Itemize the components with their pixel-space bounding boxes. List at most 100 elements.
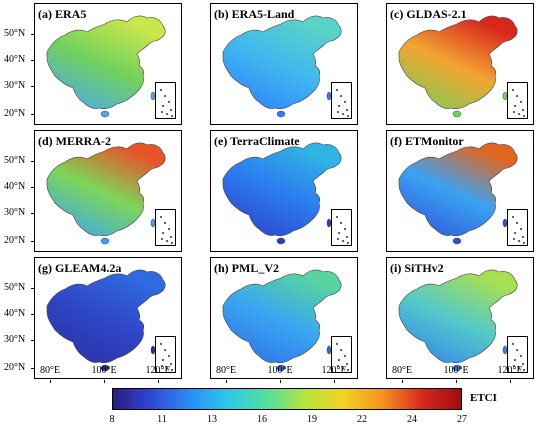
island-dot [168, 355, 170, 357]
south-china-sea-inset [507, 82, 528, 119]
hainan-island [452, 364, 462, 372]
island-dot [512, 216, 514, 218]
latitude-tick [31, 340, 34, 341]
colorbar [112, 388, 462, 410]
latitude-tick [31, 288, 34, 289]
panel-title: (g) GLEAM4.2a [38, 261, 122, 275]
map-frame: (d) MERRA-2 [34, 130, 182, 252]
island-dot [338, 232, 340, 234]
island-dot [518, 240, 520, 242]
island-dot [162, 232, 164, 234]
colorbar-tick-label: 27 [457, 414, 467, 425]
colorbar-tick-label: 13 [207, 414, 217, 425]
longitude-tick [280, 380, 281, 383]
longitude-tick [456, 380, 457, 383]
island-dot [513, 238, 515, 240]
latitude-label: 40°N [4, 54, 26, 65]
island-dot [523, 242, 525, 244]
panel-title: (b) ERA5-Land [214, 7, 295, 21]
latitude-label: 40°N [4, 181, 26, 192]
longitude-label: 120°E [497, 365, 523, 376]
island-dot [346, 236, 348, 238]
south-china-sea-inset [331, 336, 352, 373]
island-dot [162, 359, 164, 361]
map-panel: (g) GLEAM4.2a [4, 257, 182, 379]
map-panel: (c) GLDAS-2.1 [356, 3, 534, 125]
panel-title: (c) GLDAS-2.1 [390, 7, 467, 21]
map-frame: (i) SiTHv2 [386, 257, 534, 379]
hainan-island [452, 237, 462, 245]
panel-title: (a) ERA5 [38, 7, 87, 21]
island-dot [344, 355, 346, 357]
latitude-label: 50°N [4, 282, 26, 293]
longitude-tick [158, 380, 159, 383]
panel-title: (d) MERRA-2 [38, 134, 111, 148]
latitude-label: 30°N [4, 207, 26, 218]
china-map [46, 142, 166, 245]
island-dot [522, 236, 524, 238]
panel-title: (h) PML_V2 [214, 261, 279, 275]
island-dot [161, 238, 163, 240]
island-dot [171, 242, 173, 244]
island-dot [346, 109, 348, 111]
island-dot [344, 228, 346, 230]
island-dot [347, 115, 349, 117]
china-map [222, 15, 342, 118]
panel-title: (f) ETMonitor [390, 134, 464, 148]
hainan-island [276, 364, 286, 372]
island-dot [166, 113, 168, 115]
island-dot [171, 369, 173, 371]
china-region [398, 269, 518, 364]
longitude-tick [226, 380, 227, 383]
latitude-label: 40°N [4, 308, 26, 319]
island-dot [338, 105, 340, 107]
map-panel: (h) PML_V2 [180, 257, 358, 379]
hainan-island [452, 110, 462, 118]
map-panel: (f) ETMonitor [356, 130, 534, 252]
island-dot [160, 343, 162, 345]
island-dot [522, 109, 524, 111]
longitude-label: 120°E [321, 365, 347, 376]
map-frame: (f) ETMonitor [386, 130, 534, 252]
china-region [46, 15, 166, 110]
south-china-sea-inset [331, 209, 352, 246]
longitude-tick [402, 380, 403, 383]
island-dot [523, 369, 525, 371]
island-dot [164, 222, 166, 224]
china-map [222, 269, 342, 372]
island-dot [168, 228, 170, 230]
island-dot [512, 89, 514, 91]
island-dot [520, 101, 522, 103]
panel-title: (i) SiTHv2 [390, 261, 444, 275]
island-dot [161, 365, 163, 367]
map-panel: (i) SiTHv2 [356, 257, 534, 379]
map-panel: (e) TerraClimate [180, 130, 358, 252]
island-dot [338, 359, 340, 361]
china-map [398, 15, 518, 118]
island-dot [170, 363, 172, 365]
latitude-tick [31, 86, 34, 87]
map-panel: (a) ERA5 [4, 3, 182, 125]
island-dot [337, 365, 339, 367]
longitude-label: 100°E [91, 365, 117, 376]
longitude-label: 80°E [39, 365, 61, 376]
map-frame: (g) GLEAM4.2a [34, 257, 182, 379]
island-dot [164, 349, 166, 351]
island-dot [514, 105, 516, 107]
south-china-sea-inset [507, 209, 528, 246]
colorbar-tick-label: 16 [257, 414, 267, 425]
latitude-tick [31, 60, 34, 61]
colorbar-label: ETCI [470, 392, 497, 404]
latitude-label: 20°N [4, 235, 26, 246]
china-map [398, 142, 518, 245]
island-dot [166, 367, 168, 369]
south-china-sea-inset [155, 82, 176, 119]
island-dot [340, 95, 342, 97]
south-china-sea-inset [155, 336, 176, 373]
longitude-tick [50, 380, 51, 383]
longitude-label: 100°E [267, 365, 293, 376]
south-china-sea-inset [507, 336, 528, 373]
island-dot [160, 89, 162, 91]
island-dot [170, 109, 172, 111]
island-dot [337, 238, 339, 240]
